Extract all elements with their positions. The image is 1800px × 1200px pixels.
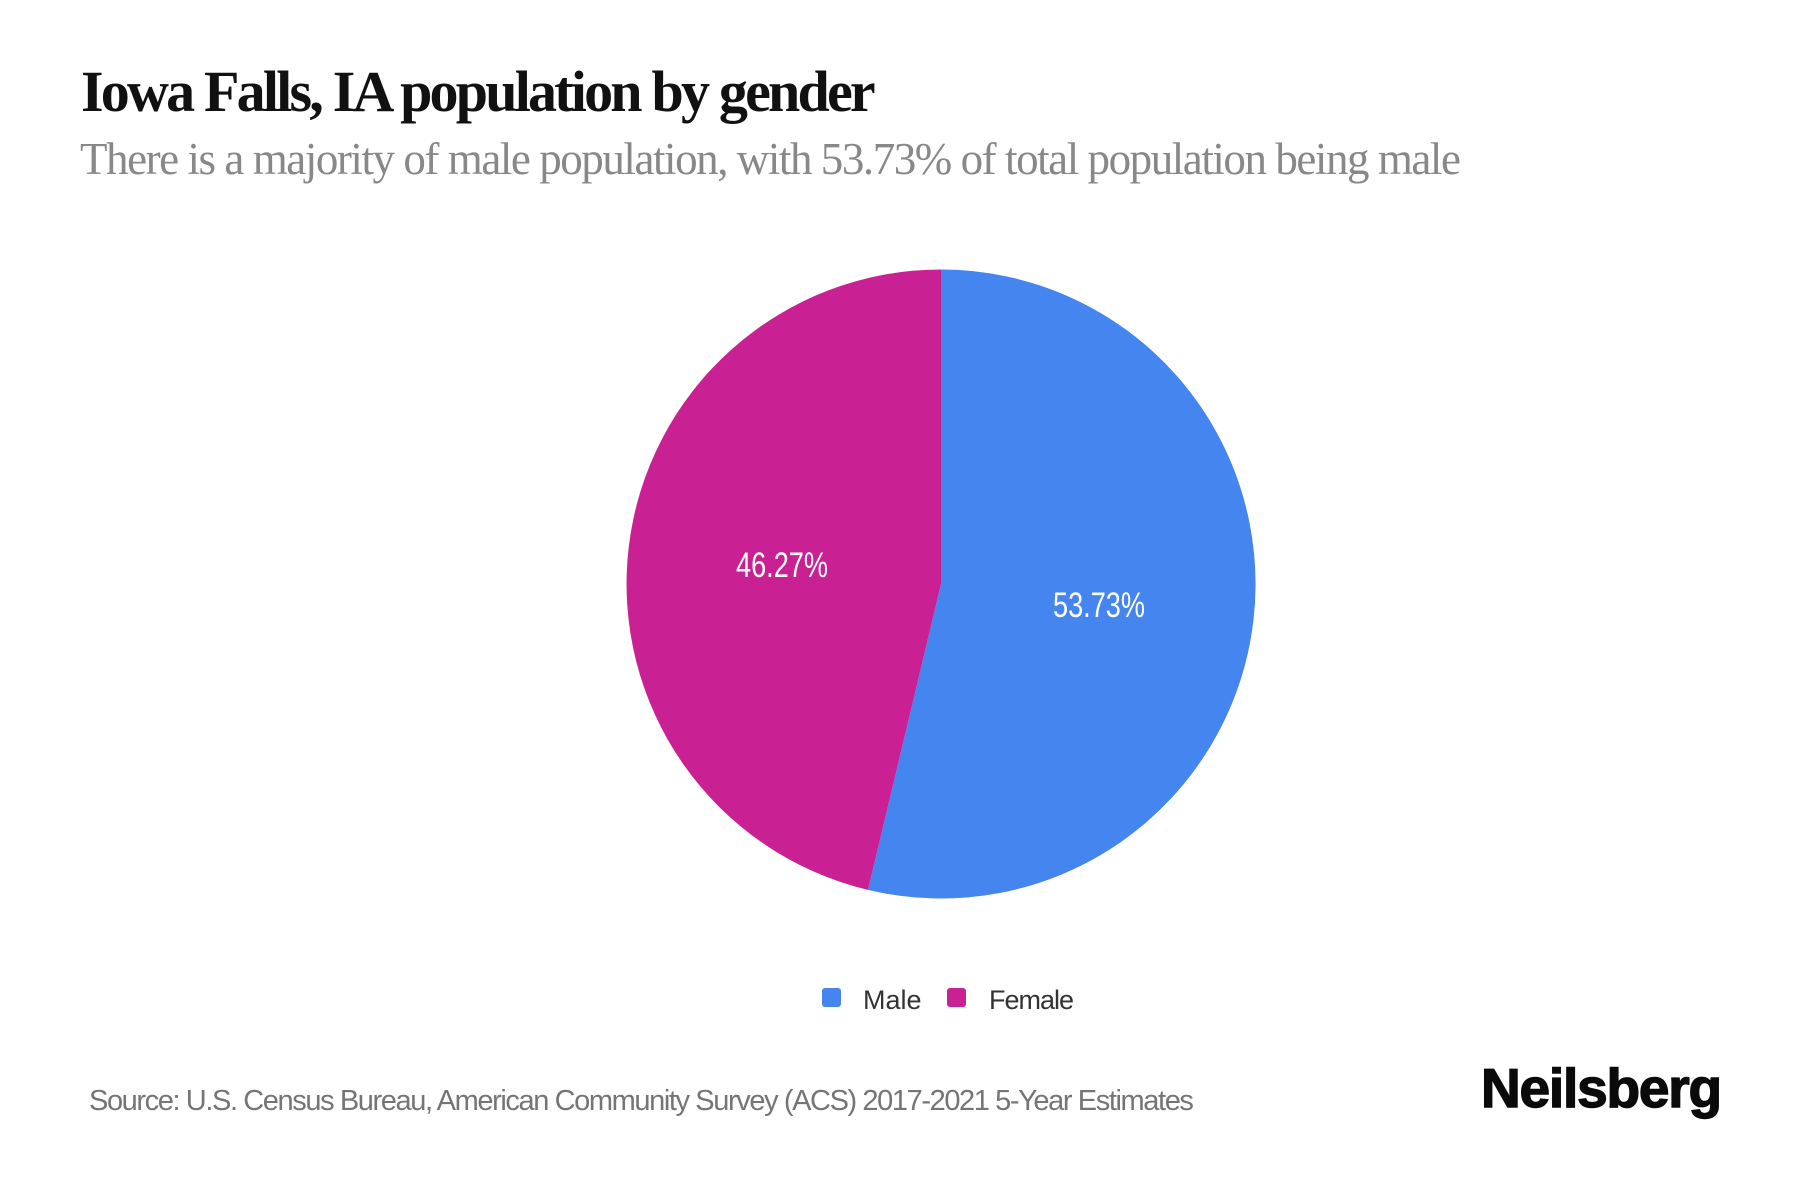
svg-text:53.73%: 53.73% bbox=[1053, 586, 1145, 625]
svg-text:46.27%: 46.27% bbox=[736, 546, 828, 585]
